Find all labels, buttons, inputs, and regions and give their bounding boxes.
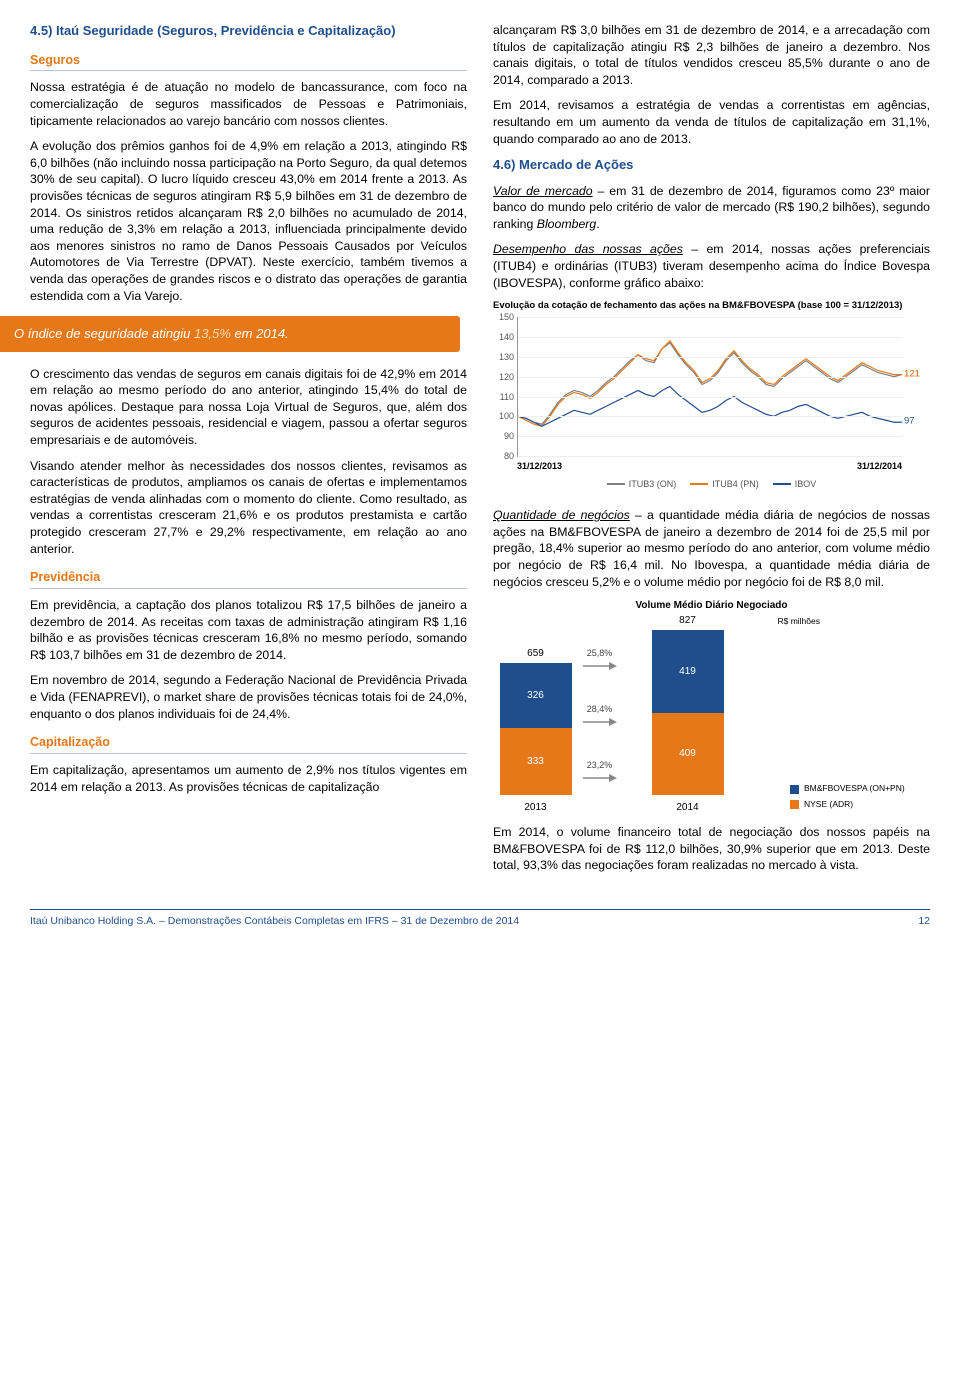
lc-legend-item: ITUB4 (PN) xyxy=(690,478,759,490)
footer-left: Itaú Unibanco Holding S.A. – Demonstraçõ… xyxy=(30,914,519,928)
footer-page-number: 12 xyxy=(918,914,930,928)
callout-seguridade: O índice de seguridade atingiu 13,5% em … xyxy=(0,316,460,352)
bc-legend-item: BM&FBOVESPA (ON+PN) xyxy=(790,783,930,794)
lc-ytick: 90 xyxy=(494,430,514,442)
right-top-p2: Em 2014, revisamos a estratégia de venda… xyxy=(493,97,930,147)
line-chart-legend: ITUB3 (ON) ITUB4 (PN) IBOV xyxy=(493,478,930,490)
bar-chart-area: 25,8%28,4%23,2% 659333326201382740941920… xyxy=(493,629,730,814)
bar-total: 659 xyxy=(500,647,572,661)
two-columns: 4.5) Itaú Seguridade (Seguros, Previdênc… xyxy=(30,22,930,883)
seguros-p3: O crescimento das vendas de seguros em c… xyxy=(30,366,467,449)
capitalizacao-title: Capitalização xyxy=(30,734,467,751)
bc-legend-item: NYSE (ADR) xyxy=(790,799,930,810)
callout-pct: 13,5% xyxy=(194,326,231,341)
seguros-title: Seguros xyxy=(30,52,467,69)
mercado-p2: Desempenho das nossas ações – em 2014, n… xyxy=(493,241,930,291)
qn-label: Quantidade de negócios xyxy=(493,508,630,522)
callout-text-a: O índice de seguridade atingiu xyxy=(14,326,194,341)
right-bottom-p: Em 2014, o volume financeiro total de ne… xyxy=(493,824,930,874)
quantidade-negocios-p: Quantidade de negócios – a quantidade mé… xyxy=(493,507,930,590)
bar-category: 2014 xyxy=(652,801,724,815)
section-46-title: 4.6) Mercado de Ações xyxy=(493,156,930,174)
bar-chart-legend: BM&FBOVESPA (ON+PN) NYSE (ADR) xyxy=(790,783,930,814)
line-chart-xaxis: 31/12/2013 31/12/2014 xyxy=(517,460,902,472)
mercado-p1-d: . xyxy=(596,217,599,231)
valor-mercado-label: Valor de mercado xyxy=(493,184,593,198)
bar-chart-wrap: 25,8%28,4%23,2% 659333326201382740941920… xyxy=(493,629,930,814)
left-column: 4.5) Itaú Seguridade (Seguros, Previdênc… xyxy=(30,22,467,883)
seguros-p4: Visando atender melhor às necessidades d… xyxy=(30,458,467,558)
lc-xstart: 31/12/2013 xyxy=(517,460,562,472)
lc-ytick: 150 xyxy=(494,311,514,323)
seguros-p2: A evolução dos prêmios ganhos foi de 4,9… xyxy=(30,138,467,304)
previdencia-title: Previdência xyxy=(30,569,467,586)
bar-segment: 333 xyxy=(500,728,572,794)
lc-ytick: 130 xyxy=(494,351,514,363)
bar-chart: Volume Médio Diário Negociado R$ milhões… xyxy=(493,599,930,814)
previdencia-p2: Em novembro de 2014, segundo a Federação… xyxy=(30,672,467,722)
bar-chart-arrows: 25,8% 28,4% 23,2% xyxy=(583,637,641,802)
lc-end-label: 121 xyxy=(904,368,930,381)
callout-text-b: em 2014. xyxy=(231,326,289,341)
lc-xend: 31/12/2014 xyxy=(857,460,902,472)
bar-category: 2013 xyxy=(500,801,572,815)
line-chart: Evolução da cotação de fechamento das aç… xyxy=(493,300,930,495)
right-column: alcançaram R$ 3,0 bilhões em 31 de dezem… xyxy=(493,22,930,883)
bar: 6593333262013 xyxy=(500,663,572,814)
lc-legend-item: IBOV xyxy=(773,478,817,490)
seguros-rule xyxy=(30,70,467,71)
previdencia-p1: Em previdência, a captação dos planos to… xyxy=(30,597,467,663)
right-top-p1: alcançaram R$ 3,0 bilhões em 31 de dezem… xyxy=(493,22,930,88)
line-chart-title: Evolução da cotação de fechamento das aç… xyxy=(493,300,930,313)
line-chart-svg xyxy=(518,317,902,456)
capitalizacao-p1: Em capitalização, apresentamos um aument… xyxy=(30,762,467,795)
line-chart-plot: 809010011012013014015012112197 xyxy=(517,317,902,457)
bar-total: 827 xyxy=(652,614,724,628)
seguros-p1: Nossa estratégia é de atuação no modelo … xyxy=(30,79,467,129)
page-footer: Itaú Unibanco Holding S.A. – Demonstraçõ… xyxy=(30,909,930,928)
lc-end-label: 97 xyxy=(904,416,930,429)
previdencia-rule xyxy=(30,588,467,589)
desempenho-label: Desempenho das nossas ações xyxy=(493,242,683,256)
bar-segment: 326 xyxy=(500,663,572,728)
bar: 8274094192014 xyxy=(652,630,724,815)
seguros-p1-text: Nossa estratégia é de atuação no modelo … xyxy=(30,80,467,127)
lc-ytick: 100 xyxy=(494,410,514,422)
lc-ytick: 80 xyxy=(494,450,514,462)
growth-arrow: 23,2% xyxy=(583,759,617,783)
capitalizacao-rule xyxy=(30,753,467,754)
section-45-title: 4.5) Itaú Seguridade (Seguros, Previdênc… xyxy=(30,22,467,40)
mercado-p1: Valor de mercado – em 31 de dezembro de … xyxy=(493,183,930,233)
growth-arrow: 28,4% xyxy=(583,703,617,727)
lc-ytick: 120 xyxy=(494,371,514,383)
lc-legend-item: ITUB3 (ON) xyxy=(607,478,677,490)
bar-chart-title: Volume Médio Diário Negociado xyxy=(493,599,930,613)
lc-ytick: 140 xyxy=(494,331,514,343)
lc-ytick: 110 xyxy=(494,390,514,402)
page: 4.5) Itaú Seguridade (Seguros, Previdênc… xyxy=(0,0,960,942)
bar-segment: 409 xyxy=(652,713,724,795)
bloomberg: Bloomberg xyxy=(537,217,596,231)
growth-arrow: 25,8% xyxy=(583,647,617,671)
bar-segment: 419 xyxy=(652,630,724,714)
